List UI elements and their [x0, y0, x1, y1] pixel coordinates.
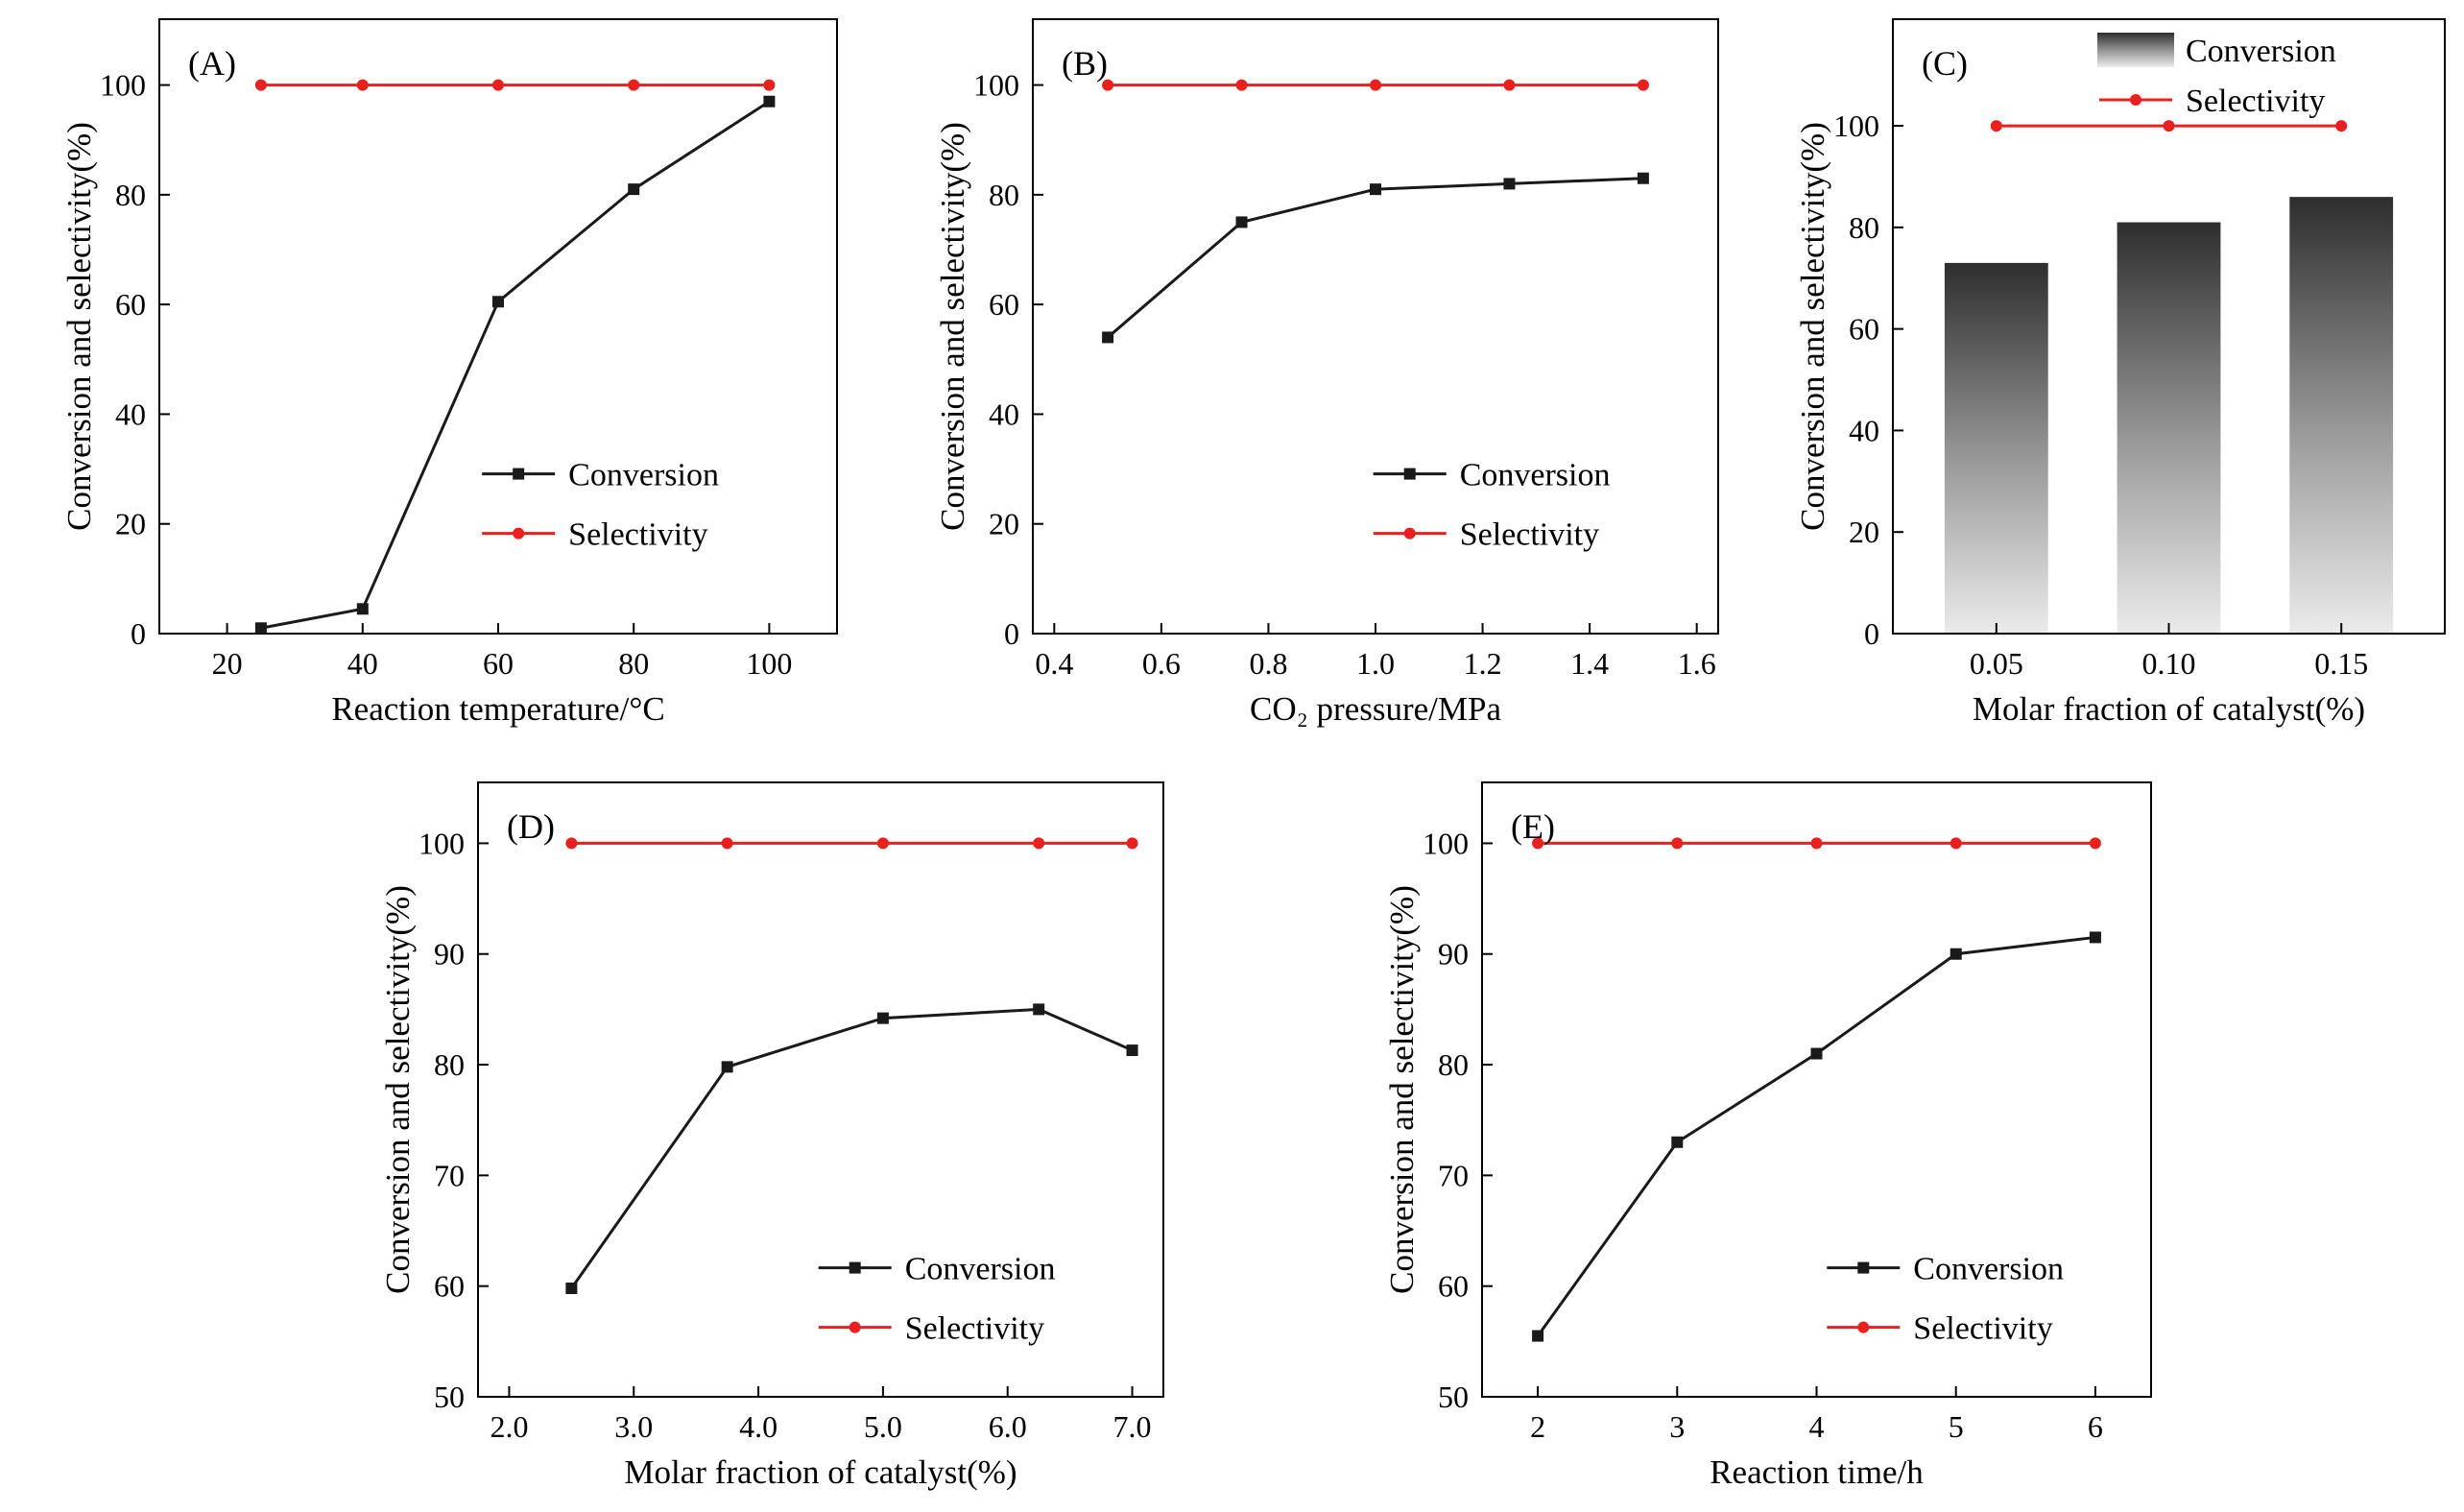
- svg-text:80: 80: [434, 1047, 465, 1082]
- svg-text:Reaction time/h: Reaction time/h: [1710, 1453, 1924, 1491]
- svg-text:60: 60: [989, 287, 1019, 322]
- svg-text:40: 40: [989, 396, 1019, 431]
- svg-text:5.0: 5.0: [864, 1409, 902, 1444]
- chart-svg-A: 20 40 60 80 100 0 20 40 60 80 100 Reaction temperat…: [60, 18, 838, 728]
- svg-text:50: 50: [1438, 1380, 1469, 1414]
- svg-text:1.2: 1.2: [1464, 646, 1502, 681]
- svg-text:100: 100: [746, 646, 792, 681]
- svg-text:Conversion and selectivity(%): Conversion and selectivity(%): [1383, 885, 1421, 1294]
- svg-text:Selectivity: Selectivity: [568, 517, 707, 553]
- svg-text:Selectivity: Selectivity: [2186, 84, 2325, 119]
- chart-panel-e: 2 3 4 5 6 50 60 70 80 90 100 Reaction time/h Convers…: [1376, 768, 2165, 1498]
- svg-text:100: 100: [1833, 108, 1879, 143]
- chart-svg-E: 2 3 4 5 6 50 60 70 80 90 100 Reaction time/h Convers…: [1383, 781, 2152, 1491]
- svg-text:20: 20: [115, 507, 146, 541]
- svg-text:100: 100: [100, 68, 146, 103]
- svg-text:60: 60: [434, 1269, 465, 1304]
- chart-panel-d: 2.0 3.0 4.0 5.0 6.0 7.0 50 60 70 80 90 100 Molar fra…: [372, 768, 1178, 1498]
- svg-text:0.4: 0.4: [1035, 646, 1073, 681]
- svg-text:0.8: 0.8: [1249, 646, 1287, 681]
- svg-text:100: 100: [973, 68, 1019, 103]
- svg-text:Conversion: Conversion: [1460, 458, 1611, 493]
- svg-text:20: 20: [212, 646, 243, 681]
- svg-text:Conversion: Conversion: [568, 458, 719, 493]
- svg-text:80: 80: [1849, 210, 1879, 245]
- svg-text:(C): (C): [1922, 44, 1968, 83]
- svg-text:60: 60: [115, 287, 146, 322]
- svg-text:60: 60: [1849, 312, 1879, 347]
- svg-text:0.10: 0.10: [2142, 646, 2196, 681]
- svg-text:Conversion: Conversion: [2186, 34, 2336, 69]
- svg-text:70: 70: [434, 1158, 465, 1192]
- svg-text:Conversion: Conversion: [1913, 1252, 2064, 1287]
- svg-text:1.4: 1.4: [1570, 646, 1609, 681]
- svg-text:(B): (B): [1062, 44, 1108, 83]
- svg-text:Reaction temperature/°C: Reaction temperature/°C: [331, 690, 664, 728]
- svg-text:0: 0: [1864, 616, 1879, 651]
- svg-text:Conversion and selectivity(%): Conversion and selectivity(%): [379, 885, 417, 1294]
- svg-text:Conversion and selectivity(%): Conversion and selectivity(%): [1794, 122, 1831, 531]
- svg-text:(E): (E): [1511, 807, 1555, 846]
- svg-text:80: 80: [115, 178, 146, 212]
- chart-svg-D: 2.0 3.0 4.0 5.0 6.0 7.0 50 60 70 80 90 100 Molar fra…: [379, 781, 1164, 1491]
- svg-text:6: 6: [2088, 1409, 2103, 1444]
- svg-text:(A): (A): [188, 44, 236, 83]
- svg-text:100: 100: [419, 826, 465, 860]
- svg-text:6.0: 6.0: [989, 1409, 1027, 1444]
- chart-panel-a: 20 40 60 80 100 0 20 40 60 80 100 Reaction temperat…: [54, 5, 851, 734]
- svg-text:Molar fraction of catalyst(%): Molar fraction of catalyst(%): [1973, 690, 2365, 728]
- svg-text:Selectivity: Selectivity: [1913, 1311, 2052, 1347]
- svg-text:Conversion: Conversion: [905, 1252, 1056, 1287]
- svg-text:40: 40: [1849, 413, 1879, 447]
- svg-text:Conversion and selectivity(%): Conversion and selectivity(%): [934, 122, 971, 531]
- svg-text:50: 50: [434, 1380, 465, 1414]
- svg-text:0.05: 0.05: [1970, 646, 2023, 681]
- svg-text:0: 0: [1004, 616, 1019, 651]
- svg-text:80: 80: [989, 178, 1019, 212]
- svg-text:40: 40: [115, 396, 146, 431]
- svg-text:40: 40: [347, 646, 378, 681]
- svg-text:5: 5: [1949, 1409, 1964, 1444]
- svg-text:7.0: 7.0: [1113, 1409, 1152, 1444]
- svg-text:CO₂ pressure/MPa: CO₂ pressure/MPa: [1250, 690, 1502, 728]
- svg-text:3: 3: [1669, 1409, 1685, 1444]
- svg-text:60: 60: [483, 646, 514, 681]
- svg-text:20: 20: [989, 507, 1019, 541]
- svg-text:1.0: 1.0: [1356, 646, 1395, 681]
- chart-panel-b: 0.4 0.6 0.8 1.0 1.2 1.4 1.6 0 20 40 60 80 100 CO₂ pre…: [927, 5, 1733, 734]
- svg-text:Conversion and selectivity(%): Conversion and selectivity(%): [60, 122, 98, 531]
- svg-text:80: 80: [618, 646, 649, 681]
- svg-text:4: 4: [1809, 1409, 1825, 1444]
- chart-panel-c: 0.05 0.10 0.15 0 20 40 60 80 100 Molar fraction o…: [1787, 5, 2459, 734]
- svg-text:100: 100: [1423, 826, 1469, 860]
- svg-text:1.6: 1.6: [1678, 646, 1716, 681]
- svg-text:Selectivity: Selectivity: [1460, 517, 1599, 553]
- svg-text:0: 0: [131, 616, 146, 651]
- svg-text:70: 70: [1438, 1158, 1469, 1192]
- svg-text:Molar fraction of catalyst(%): Molar fraction of catalyst(%): [624, 1453, 1017, 1491]
- svg-text:4.0: 4.0: [739, 1409, 777, 1444]
- svg-text:0.15: 0.15: [2314, 646, 2368, 681]
- svg-text:0.6: 0.6: [1142, 646, 1181, 681]
- svg-text:80: 80: [1438, 1047, 1469, 1082]
- svg-text:3.0: 3.0: [614, 1409, 653, 1444]
- svg-text:2.0: 2.0: [490, 1409, 528, 1444]
- chart-svg-B: 0.4 0.6 0.8 1.0 1.2 1.4 1.6 0 20 40 60 80 100 CO₂ pre…: [934, 18, 1719, 728]
- svg-text:20: 20: [1849, 515, 1879, 549]
- svg-text:90: 90: [434, 937, 465, 972]
- chart-svg-C: 0.05 0.10 0.15 0 20 40 60 80 100 Molar fraction o…: [1794, 18, 2446, 728]
- svg-text:(D): (D): [507, 807, 555, 846]
- svg-text:90: 90: [1438, 937, 1469, 972]
- svg-text:2: 2: [1530, 1409, 1545, 1444]
- svg-text:60: 60: [1438, 1269, 1469, 1304]
- svg-text:Selectivity: Selectivity: [905, 1311, 1044, 1347]
